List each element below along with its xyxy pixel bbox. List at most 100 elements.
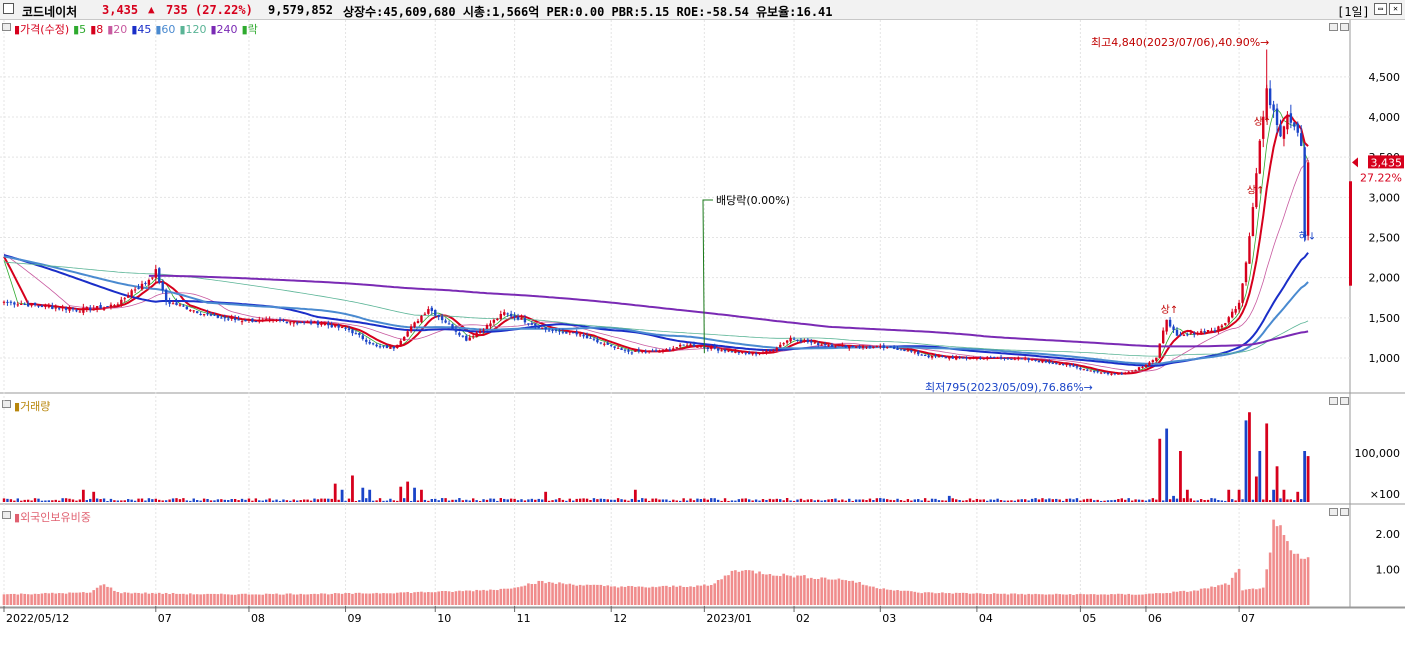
limit-down-label: 하↓ [1299, 230, 1317, 243]
candle-body [378, 346, 382, 348]
price-tick-label: 2,000 [1369, 272, 1401, 285]
candle-body [1227, 317, 1230, 323]
candle-body [302, 321, 306, 323]
ma-line [148, 274, 1309, 348]
volume-bar [1300, 499, 1303, 502]
time-tick-label: 07 [1241, 612, 1255, 625]
volume-bar [1086, 498, 1089, 502]
volume-bar [354, 500, 358, 502]
candle-body [692, 344, 696, 347]
candle-body [578, 334, 582, 336]
volume-bar [144, 500, 147, 502]
foreign-ratio-bar [275, 593, 278, 605]
candle-body [1168, 319, 1172, 327]
foreign-ratio-bar [699, 585, 703, 605]
volume-bar [468, 500, 471, 502]
candle-body [389, 346, 392, 349]
candle-body [51, 305, 54, 309]
panel-close-icon[interactable] [1340, 23, 1349, 31]
foreign-ratio-bar [423, 592, 427, 605]
panel-minimize-icon[interactable] [1329, 23, 1338, 31]
candle-body [47, 306, 51, 308]
foreign-ratio-bar [803, 575, 806, 605]
select-checkbox[interactable] [3, 3, 14, 14]
foreign-ratio-bar [1296, 553, 1300, 605]
candle-body [292, 322, 295, 324]
candle-body [213, 314, 216, 316]
candle-body [1193, 333, 1196, 335]
volume-bar [1051, 499, 1054, 502]
volume-bar [81, 489, 85, 502]
volume-bar [623, 499, 627, 502]
foreign-ratio-bar [1217, 585, 1220, 605]
candle-body [1255, 173, 1258, 208]
candle-body [1151, 360, 1155, 363]
candle-body [340, 327, 344, 329]
candle-body [713, 346, 716, 349]
volume-bar [941, 500, 944, 502]
volume-bar [399, 486, 403, 502]
period-selector[interactable]: [1일] [1337, 5, 1370, 19]
foreign-ratio-bar [823, 577, 827, 605]
foreign-ratio-bar [713, 583, 716, 605]
foreign-ratio-bar [1192, 590, 1196, 605]
candle-body [240, 321, 244, 323]
foreign-ratio-bar [689, 586, 692, 605]
panel-menu-icon[interactable] [2, 400, 11, 408]
foreign-ratio-bar [665, 585, 668, 605]
foreign-ratio-bar [109, 587, 113, 605]
foreign-ratio-bar [478, 590, 482, 605]
foreign-ratio-bar [385, 593, 389, 605]
volume-bar [1254, 476, 1258, 502]
volume-bar [396, 500, 399, 502]
restore-icon[interactable]: ▭ [1374, 3, 1387, 15]
candle-body [744, 352, 747, 354]
price-tick-label: 2,500 [1369, 232, 1401, 245]
candle-body [865, 346, 868, 348]
foreign-ratio-bar [406, 591, 409, 605]
foreign-ratio-bar [16, 594, 20, 605]
foreign-ratio-bar [361, 593, 365, 605]
candle-body [627, 350, 630, 352]
panel-minimize-icon[interactable] [1329, 508, 1338, 516]
candle-body [1117, 373, 1120, 375]
candle-body [516, 316, 520, 320]
candle-body [13, 302, 16, 305]
time-tick-label: 05 [1082, 612, 1096, 625]
volume-bar [423, 499, 427, 502]
volume-bar [133, 500, 137, 502]
volume-bar [78, 499, 82, 502]
foreign-ratio-bar [706, 585, 710, 605]
volume-bar [1124, 499, 1127, 502]
candle-body [123, 298, 126, 300]
volume-bar [347, 498, 351, 502]
foreign-ratio-bar [968, 593, 972, 605]
panel-close-icon[interactable] [1340, 397, 1349, 405]
panel-menu-icon[interactable] [2, 511, 11, 519]
foreign-ratio-bar [1113, 594, 1117, 605]
foreign-ratio-bar [613, 586, 616, 605]
foreign-ratio-bar [1158, 593, 1162, 605]
volume-bar [751, 500, 754, 502]
candle-body [1072, 365, 1075, 367]
ma-line [3, 255, 1309, 365]
foreign-ratio-bar [420, 591, 423, 605]
volume-bar [572, 500, 575, 502]
volume-bar [578, 498, 582, 502]
panel-close-icon[interactable] [1340, 508, 1349, 516]
candle-body [734, 351, 737, 353]
panel-menu-icon[interactable] [2, 23, 11, 31]
volume-bar [485, 499, 489, 502]
volume-bar [237, 500, 240, 502]
volume-bar [741, 498, 744, 502]
close-icon[interactable]: ✕ [1389, 3, 1402, 15]
panel-minimize-icon[interactable] [1329, 397, 1338, 405]
candle-body [1113, 373, 1117, 375]
volume-bar [44, 500, 47, 502]
volume-bar [1279, 498, 1282, 502]
up-arrow-icon: ▲ [148, 3, 155, 16]
candle-body [685, 345, 689, 347]
foreign-ratio-bar [761, 574, 765, 605]
candle-body [233, 318, 237, 320]
foreign-ratio-bar [209, 593, 213, 605]
